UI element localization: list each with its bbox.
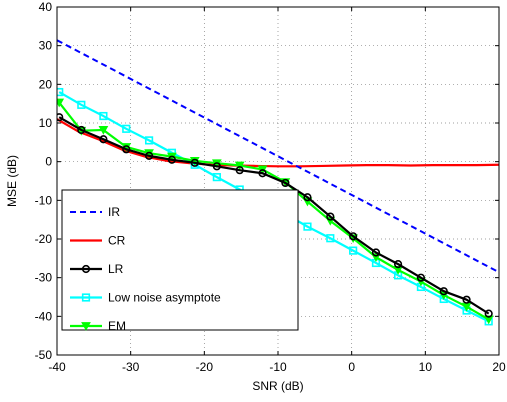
data-point-lr bbox=[235, 166, 244, 175]
data-point-lr bbox=[484, 309, 493, 318]
y-tick-label: -10 bbox=[35, 193, 53, 207]
data-point-lr bbox=[57, 113, 64, 122]
x-tick-label: -40 bbox=[48, 360, 66, 374]
data-point-lr bbox=[462, 295, 471, 304]
data-point-em bbox=[393, 266, 403, 275]
legend-label-low-noise-asymptote: Low noise asymptote bbox=[108, 291, 221, 305]
axis-ticks bbox=[56, 6, 500, 356]
y-tick-label: -40 bbox=[35, 309, 53, 323]
legend-label-lr: LR bbox=[108, 262, 124, 276]
data-point-low-noise-asymptote bbox=[122, 124, 131, 133]
data-point-lr bbox=[144, 151, 154, 160]
legend: IR CR LR Low noise asymptote EM bbox=[61, 189, 299, 333]
y-tick-label: -30 bbox=[35, 271, 53, 285]
y-tick-label: -20 bbox=[35, 232, 53, 246]
legend-label-ir: IR bbox=[108, 205, 120, 219]
data-point-lr bbox=[393, 260, 403, 269]
data-point-lr bbox=[77, 125, 86, 135]
legend-entry-low-noise-asymptote: Low noise asymptote bbox=[70, 291, 221, 305]
legend-box bbox=[61, 189, 299, 331]
data-point-lr bbox=[190, 158, 199, 167]
x-tick-label: 0 bbox=[348, 360, 355, 374]
series-line-cr bbox=[57, 118, 499, 168]
legend-marker-low-noise-asymptote bbox=[81, 293, 91, 302]
data-point-low-noise-asymptote bbox=[77, 100, 86, 109]
data-point-lr bbox=[167, 155, 177, 164]
y-tick-label: 30 bbox=[39, 39, 53, 53]
x-tick-label: 10 bbox=[419, 360, 433, 374]
legend-marker-em bbox=[81, 322, 91, 331]
legend-entry-cr: CR bbox=[70, 234, 126, 248]
y-tick-label: 0 bbox=[45, 155, 52, 169]
data-point-low-noise-asymptote bbox=[212, 173, 221, 182]
x-tick-label: -10 bbox=[269, 360, 287, 374]
series-lr bbox=[57, 113, 493, 318]
legend-entry-ir: IR bbox=[70, 205, 120, 219]
data-point-low-noise-asymptote bbox=[57, 87, 64, 97]
y-tick-label: -50 bbox=[35, 348, 53, 362]
data-point-lr bbox=[326, 212, 335, 221]
x-tick-label: -20 bbox=[196, 360, 214, 374]
data-point-low-noise-asymptote bbox=[349, 246, 358, 255]
data-point-low-noise-asymptote bbox=[144, 136, 154, 145]
data-point-low-noise-asymptote bbox=[326, 234, 335, 243]
data-point-em bbox=[234, 161, 245, 171]
data-point-lr bbox=[122, 145, 131, 154]
legend-marker-lr bbox=[81, 264, 91, 274]
data-point-lr bbox=[349, 232, 358, 241]
data-point-lr bbox=[212, 162, 221, 171]
x-tick-label: 20 bbox=[492, 360, 506, 374]
data-point-lr bbox=[281, 178, 290, 188]
y-tick-label: 20 bbox=[39, 77, 53, 91]
data-point-lr bbox=[258, 169, 267, 178]
data-point-low-noise-asymptote bbox=[99, 111, 108, 121]
x-tick-label: -30 bbox=[122, 360, 140, 374]
legend-entry-em: EM bbox=[70, 319, 126, 333]
data-point-em bbox=[483, 315, 494, 325]
legend-label-cr: CR bbox=[108, 234, 126, 248]
series-cr bbox=[57, 118, 499, 168]
data-point-lr bbox=[303, 193, 312, 202]
data-point-lr bbox=[99, 135, 108, 144]
data-point-lr bbox=[416, 273, 426, 282]
series-line-ir bbox=[57, 39, 499, 274]
data-point-em bbox=[98, 126, 109, 135]
legend-label-em: EM bbox=[108, 319, 126, 333]
series-ir bbox=[57, 39, 499, 274]
x-axis-label: SNR (dB) bbox=[252, 379, 303, 393]
y-tick-label: 40 bbox=[39, 0, 53, 14]
y-tick-label: 10 bbox=[39, 116, 53, 130]
data-point-lr bbox=[371, 248, 381, 257]
data-point-low-noise-asymptote bbox=[303, 222, 312, 231]
tick-labels: -40 -30 -20 -10 0 10 20-50-40-30-20-1001020304… bbox=[35, 0, 506, 374]
legend-entry-lr: LR bbox=[70, 262, 124, 276]
data-point-lr bbox=[439, 287, 448, 296]
y-axis-label: MSE (dB) bbox=[5, 155, 19, 207]
